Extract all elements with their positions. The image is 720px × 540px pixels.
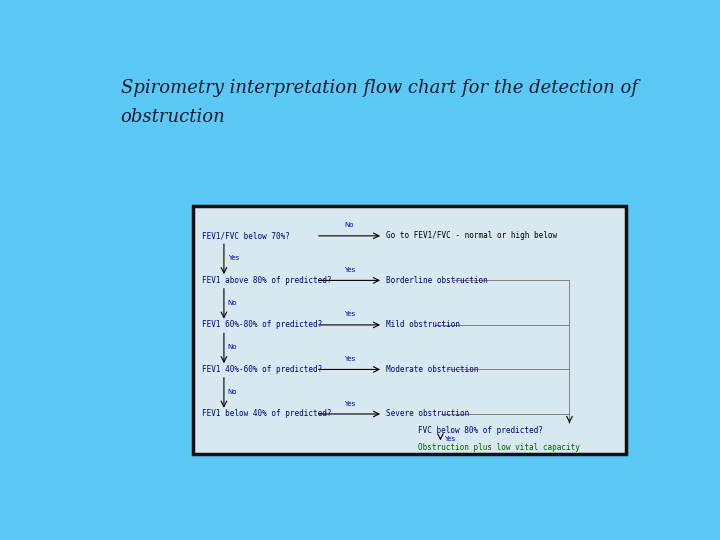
Text: No: No	[228, 389, 238, 395]
Text: Severe obstruction: Severe obstruction	[386, 409, 469, 418]
Text: Yes: Yes	[444, 436, 456, 442]
Text: Moderate obstruction: Moderate obstruction	[386, 365, 478, 374]
Text: Yes: Yes	[344, 401, 355, 407]
Text: FVC below 80% of predicted?: FVC below 80% of predicted?	[418, 426, 543, 435]
Text: Go to FEV1/FVC - normal or high below: Go to FEV1/FVC - normal or high below	[386, 231, 557, 240]
Text: FEV1/FVC below 70%?: FEV1/FVC below 70%?	[202, 231, 289, 240]
Text: FEV1 above 80% of predicted?: FEV1 above 80% of predicted?	[202, 276, 331, 285]
Text: Yes: Yes	[228, 255, 239, 261]
Text: Borderline obstruction: Borderline obstruction	[386, 276, 487, 285]
Text: Yes: Yes	[344, 267, 355, 273]
Text: No: No	[228, 300, 238, 306]
Text: Spirometry interpretation flow chart for the detection of: Spirometry interpretation flow chart for…	[121, 79, 638, 97]
Text: FEV1 60%-80% of predicted?: FEV1 60%-80% of predicted?	[202, 320, 322, 329]
Text: Yes: Yes	[344, 356, 355, 362]
Text: Yes: Yes	[344, 312, 355, 318]
Text: No: No	[345, 222, 354, 228]
Text: FEV1 40%-60% of predicted?: FEV1 40%-60% of predicted?	[202, 365, 322, 374]
Text: FEV1 below 40% of predicted?: FEV1 below 40% of predicted?	[202, 409, 331, 418]
Text: Obstruction plus low vital capacity: Obstruction plus low vital capacity	[418, 443, 580, 452]
Text: obstruction: obstruction	[121, 109, 225, 126]
FancyBboxPatch shape	[193, 206, 626, 454]
Text: No: No	[228, 344, 238, 350]
Text: Mild obstruction: Mild obstruction	[386, 320, 460, 329]
